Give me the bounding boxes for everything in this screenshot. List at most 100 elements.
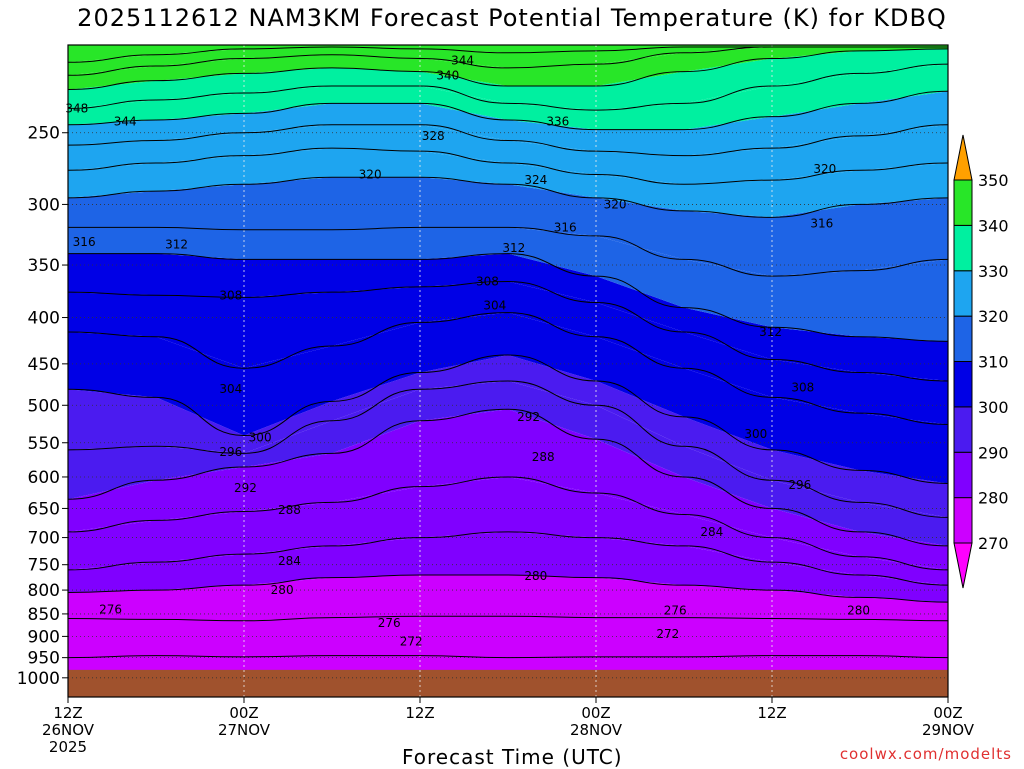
isentrope-272 (68, 655, 948, 659)
contour-label-316: 316 (73, 235, 96, 249)
isentrope-312 (68, 253, 948, 342)
contour-label-308: 308 (791, 381, 814, 395)
isentrope-300 (68, 354, 948, 484)
y-tick-label-300: 300 (28, 195, 60, 215)
credit-text: coolwx.com/modelts (839, 745, 1012, 763)
contour-label-276: 276 (664, 604, 687, 618)
y-tick-label-850: 850 (28, 605, 60, 625)
colorbar-swatch-280 (953, 451, 973, 499)
x-tick-label-48-0: 12Z (757, 704, 786, 722)
theta-band-332 (68, 64, 948, 130)
x-tick-label-36-0: 00Z (581, 704, 610, 722)
isentrope-348 (68, 46, 948, 63)
x-tick-label-0-0: 12Z (53, 704, 82, 722)
theta-band-288 (68, 409, 948, 570)
isentrope-296 (68, 380, 948, 518)
contour-label-316: 316 (810, 217, 833, 231)
colorbar-label-310: 310 (978, 353, 1009, 372)
colorbar-swatch-310 (953, 315, 973, 362)
y-tick-label-250: 250 (28, 124, 60, 144)
contour-label-272: 272 (656, 627, 679, 641)
colorbar-label-280: 280 (978, 489, 1009, 508)
theta-band-276 (68, 575, 948, 621)
colorbar-max-arrow (953, 134, 973, 181)
y-tick-label-500: 500 (28, 396, 60, 416)
ground-layer (68, 669, 948, 697)
theta-band-316 (68, 177, 948, 277)
isentrope-304 (68, 312, 948, 425)
x-tick-label-60-0: 00Z (933, 704, 962, 722)
contour-label-308: 308 (476, 275, 499, 289)
x-tick-label-0-1: 26NOV (42, 721, 95, 739)
isentrope-288 (68, 476, 948, 571)
isentrope-336 (68, 63, 948, 111)
contour-label-320: 320 (359, 167, 382, 181)
contour-label-336: 336 (546, 115, 569, 129)
ground-fill (68, 669, 948, 697)
theta-band-328 (68, 91, 948, 156)
contour-label-304: 304 (483, 299, 506, 313)
contour-label-344: 344 (451, 53, 474, 67)
isentrope-308 (68, 281, 948, 382)
contour-label-280: 280 (847, 604, 870, 618)
isentrope-284 (68, 531, 948, 586)
theta-band-324 (68, 124, 948, 185)
colorbar-label-320: 320 (978, 307, 1009, 326)
colorbar-label-330: 330 (978, 262, 1009, 281)
y-tick-label-900: 900 (28, 627, 60, 647)
contour-label-292: 292 (517, 410, 540, 424)
isentrope-292 (68, 408, 948, 547)
contour-label-276: 276 (378, 616, 401, 630)
chart-title: 2025112612 NAM3KM Forecast Potential Tem… (77, 4, 947, 32)
contour-label-272: 272 (400, 635, 423, 649)
y-tick-label-650: 650 (28, 499, 60, 519)
y-tick-label-350: 350 (28, 256, 60, 276)
colorbar-label-300: 300 (978, 398, 1009, 417)
contour-label-324: 324 (524, 173, 547, 187)
theta-band-308 (68, 253, 948, 381)
colorbar-swatch-330 (953, 224, 973, 272)
filled-contour-bands (68, 45, 948, 697)
theta-band-284 (68, 477, 948, 586)
y-axis: 2503003504004505005506006507007508008509… (17, 124, 68, 689)
isentrope-340 (68, 48, 948, 91)
contour-label-284: 284 (278, 554, 301, 568)
isentrope-332 (68, 90, 948, 131)
x-tick-label-24-0: 12Z (405, 704, 434, 722)
colorbar-min-arrow (953, 542, 973, 589)
colorbar-swatch-320 (953, 270, 973, 317)
isentrope-lines (68, 46, 948, 659)
contour-label-308: 308 (219, 288, 242, 302)
contour-label-328: 328 (422, 129, 445, 143)
contour-label-316: 316 (554, 220, 577, 234)
y-tick-label-750: 750 (28, 556, 60, 576)
colorbar-label-340: 340 (978, 216, 1009, 235)
x-tick-label-60-1: 29NOV (922, 721, 975, 739)
x-tick-label-12-0: 00Z (229, 704, 258, 722)
contour-label-304: 304 (219, 382, 242, 396)
contour-label-288: 288 (532, 450, 555, 464)
contour-label-284: 284 (700, 525, 723, 539)
contour-label-312: 312 (165, 237, 188, 251)
contour-label-340: 340 (436, 68, 459, 82)
y-tick-label-1000: 1000 (17, 669, 60, 689)
colorbar: 270 280 290 300 310 320 330 340 350 (953, 134, 1009, 589)
colorbar-swatch-300 (953, 361, 973, 408)
colorbar-label-290: 290 (978, 443, 1009, 462)
contour-label-348: 348 (65, 101, 88, 115)
x-axis-title: Forecast Time (UTC) (402, 745, 623, 769)
contour-label-300: 300 (249, 431, 272, 445)
colorbar-label-270: 270 (978, 534, 1009, 553)
y-tick-label-950: 950 (28, 649, 60, 669)
theta-band-272 (68, 616, 948, 658)
x-tick-label-36-1: 28NOV (570, 721, 623, 739)
x-tick-label-12-1: 27NOV (218, 721, 271, 739)
theta-band-292 (68, 380, 948, 546)
theta-band-312 (68, 227, 948, 342)
contour-label-288: 288 (278, 503, 301, 517)
contour-label-280: 280 (271, 583, 294, 597)
theta-band-336 (68, 48, 948, 111)
